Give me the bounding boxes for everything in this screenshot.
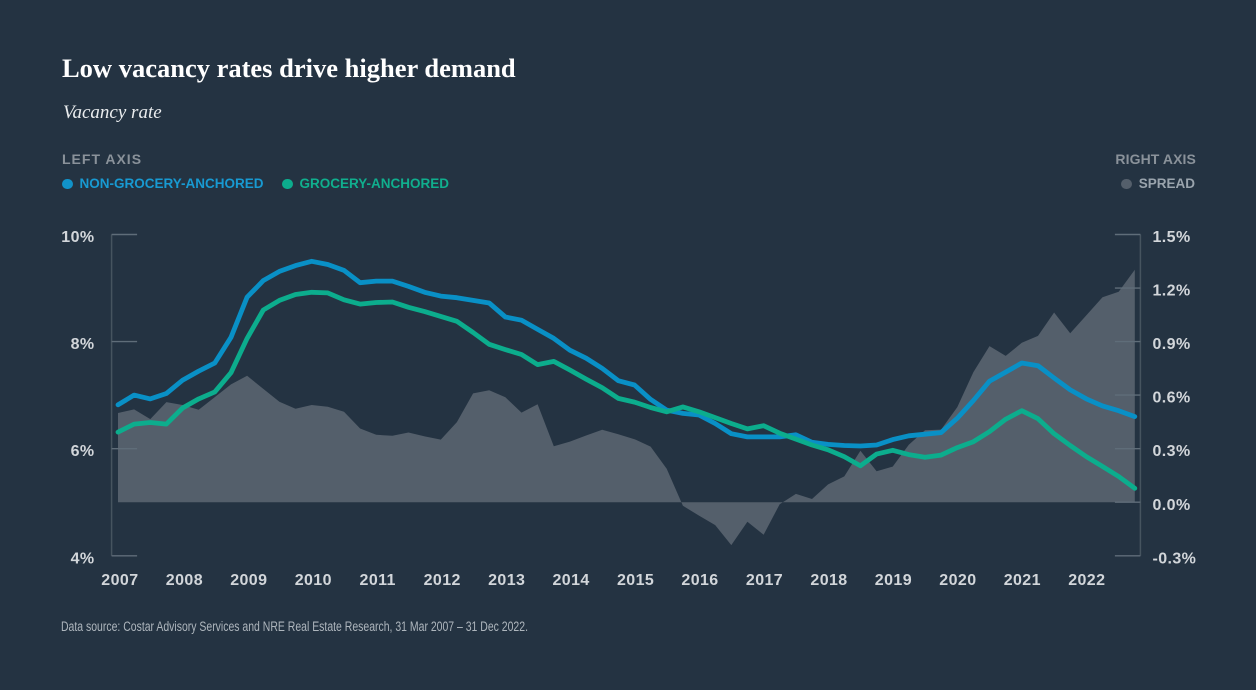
svg-text:1.5%: 1.5% [1153, 229, 1191, 246]
svg-text:6%: 6% [71, 443, 95, 460]
svg-text:2007: 2007 [101, 572, 138, 589]
svg-text:2010: 2010 [295, 572, 332, 589]
svg-text:8%: 8% [71, 336, 95, 353]
svg-text:0.6%: 0.6% [1153, 390, 1191, 407]
svg-text:2008: 2008 [166, 572, 203, 589]
svg-text:2019: 2019 [875, 572, 912, 589]
svg-text:2012: 2012 [424, 572, 461, 589]
svg-text:2015: 2015 [617, 572, 654, 589]
svg-text:2021: 2021 [1004, 572, 1041, 589]
svg-text:2020: 2020 [939, 572, 976, 589]
svg-text:2009: 2009 [230, 572, 267, 589]
svg-text:1.2%: 1.2% [1153, 283, 1191, 300]
svg-text:4%: 4% [71, 550, 95, 567]
svg-text:0.9%: 0.9% [1153, 336, 1191, 353]
svg-text:2014: 2014 [552, 572, 589, 589]
svg-text:-0.3%: -0.3% [1153, 550, 1197, 567]
svg-text:0.3%: 0.3% [1153, 443, 1191, 460]
svg-text:0.0%: 0.0% [1153, 497, 1191, 514]
svg-text:2017: 2017 [746, 572, 783, 589]
svg-text:2016: 2016 [681, 572, 718, 589]
svg-text:2022: 2022 [1068, 572, 1105, 589]
svg-text:10%: 10% [61, 229, 94, 246]
svg-text:2013: 2013 [488, 572, 525, 589]
svg-text:2018: 2018 [810, 572, 847, 589]
svg-text:2011: 2011 [360, 572, 396, 589]
